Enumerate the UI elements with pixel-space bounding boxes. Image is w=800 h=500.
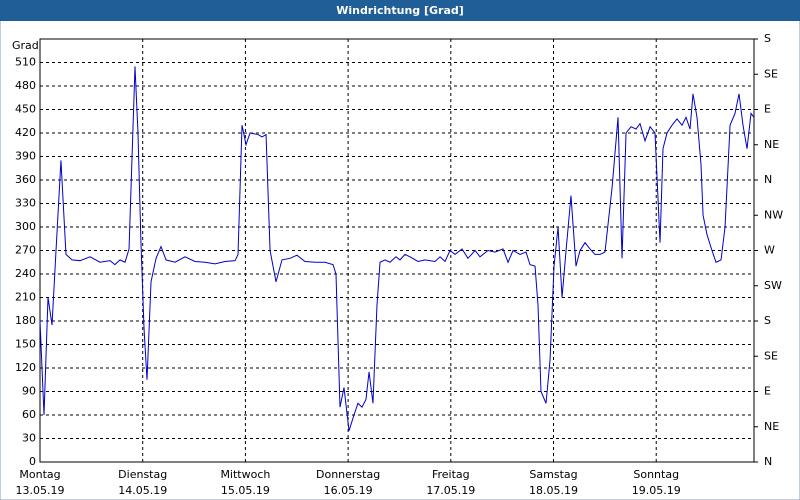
y2-tick-label: NW bbox=[764, 208, 783, 221]
x-tick-label: Sonntag bbox=[633, 468, 679, 481]
y-tick-label: 240 bbox=[15, 267, 36, 280]
x-tick-label: Dienstag bbox=[118, 468, 167, 481]
y-tick-label: 420 bbox=[15, 126, 36, 139]
y2-tick-label: W bbox=[764, 244, 775, 257]
y-axis-label: Grad bbox=[12, 39, 39, 52]
y2-tick-label: SW bbox=[764, 279, 782, 292]
y-tick-label: 330 bbox=[15, 197, 36, 210]
x-tick-label: Freitag bbox=[432, 468, 470, 481]
y2-tick-label: NE bbox=[764, 420, 779, 433]
y2-tick-label: E bbox=[764, 103, 771, 116]
y2-tick-label: N bbox=[764, 173, 772, 186]
y-tick-label: 360 bbox=[15, 173, 36, 186]
x-tick-date: 18.05.19 bbox=[529, 484, 578, 497]
chart-title: Windrichtung [Grad] bbox=[336, 4, 464, 17]
y-tick-label: 480 bbox=[15, 79, 36, 92]
y-tick-label: 150 bbox=[15, 338, 36, 351]
y-tick-label: 390 bbox=[15, 150, 36, 163]
x-tick-label: Montag bbox=[19, 468, 60, 481]
x-tick-date: 19.05.19 bbox=[632, 484, 681, 497]
y2-tick-label: SE bbox=[764, 67, 778, 80]
y2-tick-label: E bbox=[764, 385, 771, 398]
y2-tick-label: N bbox=[764, 455, 772, 468]
y-tick-label: 180 bbox=[15, 314, 36, 327]
x-tick-date: 16.05.19 bbox=[324, 484, 373, 497]
y-tick-label: 60 bbox=[22, 408, 36, 421]
y-tick-label: 0 bbox=[29, 455, 36, 468]
x-tick-label: Donnerstag bbox=[316, 468, 380, 481]
x-tick-date: 14.05.19 bbox=[118, 484, 167, 497]
y-tick-label: 120 bbox=[15, 361, 36, 374]
data-line bbox=[39, 66, 755, 431]
y-tick-label: 210 bbox=[15, 291, 36, 304]
y-tick-label: 90 bbox=[22, 385, 36, 398]
x-tick-date: 15.05.19 bbox=[221, 484, 270, 497]
y-tick-label: 450 bbox=[15, 103, 36, 116]
y-tick-label: 30 bbox=[22, 432, 36, 445]
y-tick-label: 270 bbox=[15, 244, 36, 257]
title-bar bbox=[0, 0, 800, 21]
x-tick-date: 13.05.19 bbox=[16, 484, 65, 497]
x-tick-label: Mittwoch bbox=[220, 468, 270, 481]
x-tick-label: Samstag bbox=[529, 468, 577, 481]
y2-tick-label: NE bbox=[764, 138, 779, 151]
y2-tick-label: S bbox=[764, 32, 771, 45]
y2-tick-label: SE bbox=[764, 349, 778, 362]
y2-tick-label: S bbox=[764, 314, 771, 327]
y-tick-label: 510 bbox=[15, 56, 36, 69]
x-tick-date: 17.05.19 bbox=[426, 484, 475, 497]
y-tick-label: 300 bbox=[15, 220, 36, 233]
